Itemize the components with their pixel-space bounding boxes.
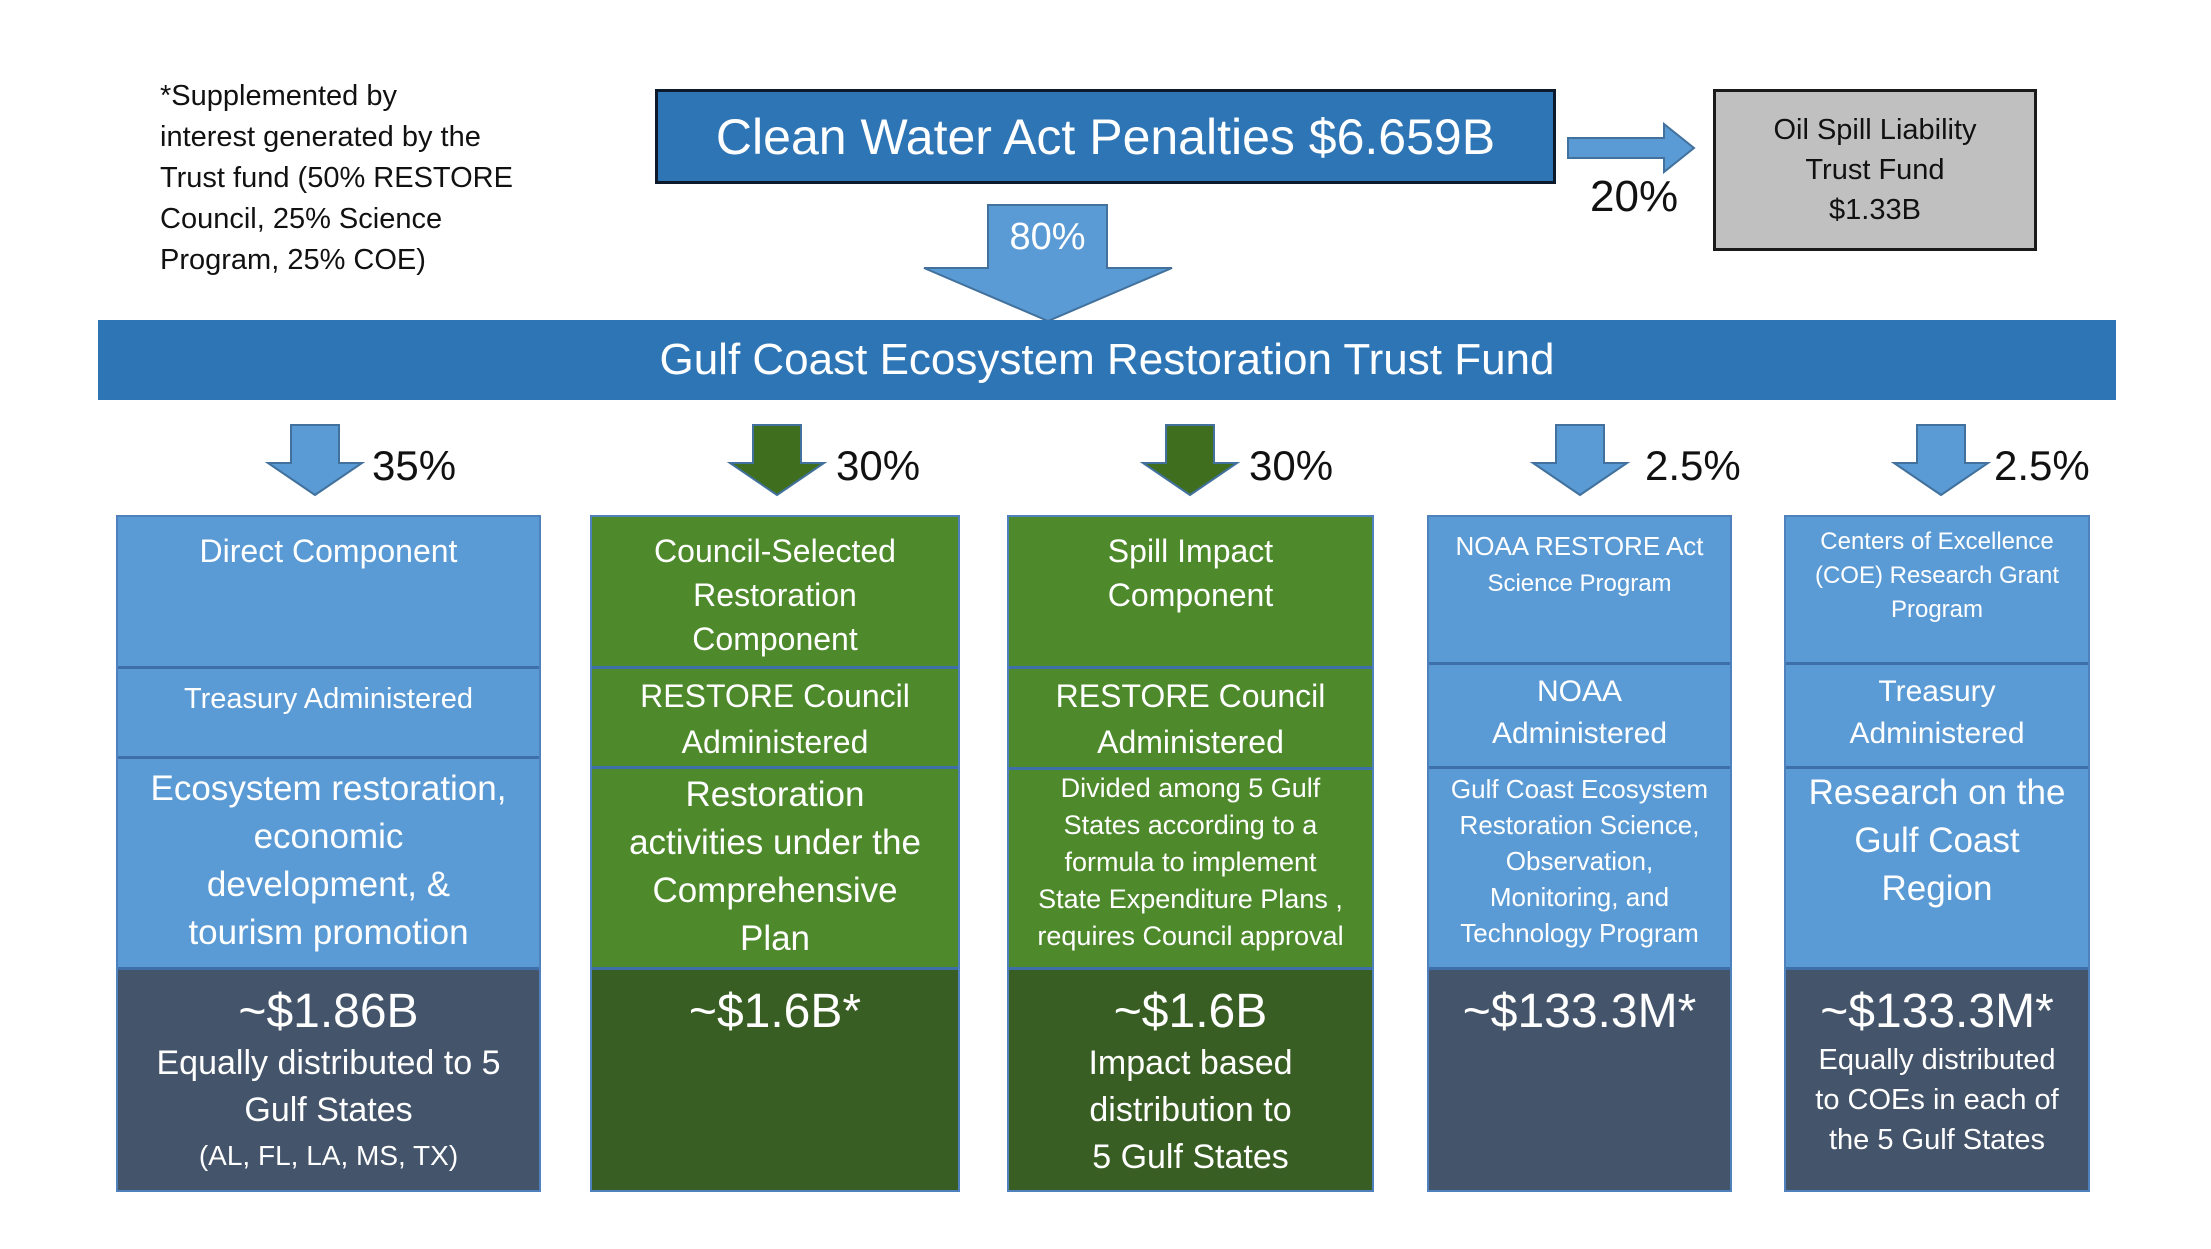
allocation-amount: ~$1.6B xyxy=(1113,985,1268,1038)
arrow-right-icon xyxy=(1567,121,1696,175)
footnote: *Supplemented by interest generated by t… xyxy=(160,80,513,276)
oil-fund-line: Trust Fund xyxy=(1805,154,1945,186)
arrow-down-icon xyxy=(1890,424,1992,497)
allocation-description: to COEs in each of xyxy=(1815,1084,2059,1116)
oil-fund-line: Oil Spill Liability xyxy=(1773,114,1977,146)
allocation-amount: ~$1.86B xyxy=(238,985,419,1038)
direct-component-percentage: 35% xyxy=(372,442,457,489)
trust-fund-title: Gulf Coast Ecosystem Restoration Trust F… xyxy=(659,335,1555,384)
clean-water-act-box: Clean Water Act Penalties $6.659B xyxy=(655,89,1556,184)
coe-program-percentage: 2.5% xyxy=(1994,442,2090,489)
clean-water-act-title: Clean Water Act Penalties $6.659B xyxy=(715,108,1496,165)
purpose: Restoration activities under the Compreh… xyxy=(592,769,958,970)
allocation: ~$133.3M* Equally distributed to COEs in… xyxy=(1786,970,2088,1190)
allocation-description: the 5 Gulf States xyxy=(1828,1124,2045,1156)
component-name: Council-Selected Restoration Component xyxy=(592,517,958,669)
arrow-down-icon xyxy=(264,424,366,497)
arrow-down-icon xyxy=(923,204,1173,323)
allocation-amount: ~$133.3M* xyxy=(1462,985,1697,1038)
coe-research-column: Centers of Excellence (COE) Research Gra… xyxy=(1784,515,2090,1192)
allocation-amount: ~$1.6B* xyxy=(688,985,862,1038)
purpose: Research on the Gulf Coast Region xyxy=(1786,769,2088,970)
allocation: ~$1.6B Impact based distribution to 5 Gu… xyxy=(1009,970,1372,1190)
allocation-description: Equally distributed to 5 xyxy=(156,1044,501,1082)
purpose: Divided among 5 Gulf States according to… xyxy=(1009,770,1372,970)
oil-fund-amount: $1.33B xyxy=(1829,194,1921,226)
administrator: RESTORE Council Administered xyxy=(592,669,958,769)
oil-fund-percentage: 20% xyxy=(1590,172,1679,221)
purpose: Ecosystem restoration, economic developm… xyxy=(118,759,539,970)
trust-fund-bar: Gulf Coast Ecosystem Restoration Trust F… xyxy=(98,320,2116,400)
allocation-description: Impact based xyxy=(1088,1044,1293,1082)
allocation-description: Equally distributed xyxy=(1818,1044,2056,1076)
allocation-amount: ~$133.3M* xyxy=(1820,985,2054,1038)
council-component-percentage: 30% xyxy=(836,442,921,489)
spill-impact-column: Spill Impact Component RESTORE Council A… xyxy=(1007,515,1374,1192)
component-name: Centers of Excellence (COE) Research Gra… xyxy=(1786,517,2088,665)
component-name: NOAA RESTORE Act Science Program xyxy=(1429,517,1730,665)
council-selected-column: Council-Selected Restoration Component R… xyxy=(590,515,960,1192)
component-name: Spill Impact Component xyxy=(1009,517,1372,669)
allocation-description: Gulf States xyxy=(244,1091,413,1129)
administrator: NOAA Administered xyxy=(1429,665,1730,769)
administrator: RESTORE Council Administered xyxy=(1009,669,1372,770)
arrow-down-icon xyxy=(1139,424,1241,497)
purpose: Gulf Coast Ecosystem Restoration Science… xyxy=(1429,769,1730,970)
oil-spill-fund-box: Oil Spill Liability Trust Fund $1.33B xyxy=(1713,89,2037,251)
allocation: ~$133.3M* xyxy=(1429,970,1730,1190)
trust-fund-percentage: 80% xyxy=(1009,216,1086,258)
allocation-note: (AL, FL, LA, MS, TX) xyxy=(198,1140,459,1171)
noaa-science-column: NOAA RESTORE Act Science Program NOAA Ad… xyxy=(1427,515,1732,1192)
arrow-down-icon xyxy=(1529,424,1631,497)
noaa-program-percentage: 2.5% xyxy=(1645,442,1741,489)
component-name: Direct Component xyxy=(118,517,539,669)
allocation-description: 5 Gulf States xyxy=(1092,1138,1289,1176)
spill-impact-percentage: 30% xyxy=(1249,442,1334,489)
allocation: ~$1.86B Equally distributed to 5 Gulf St… xyxy=(118,970,539,1190)
allocation-description: distribution to xyxy=(1089,1091,1292,1129)
allocation: ~$1.6B* xyxy=(592,970,958,1190)
arrow-down-icon xyxy=(726,424,828,497)
administrator: Treasury Administered xyxy=(118,669,539,759)
direct-component-column: Direct Component Treasury Administered E… xyxy=(116,515,541,1192)
administrator: Treasury Administered xyxy=(1786,665,2088,769)
